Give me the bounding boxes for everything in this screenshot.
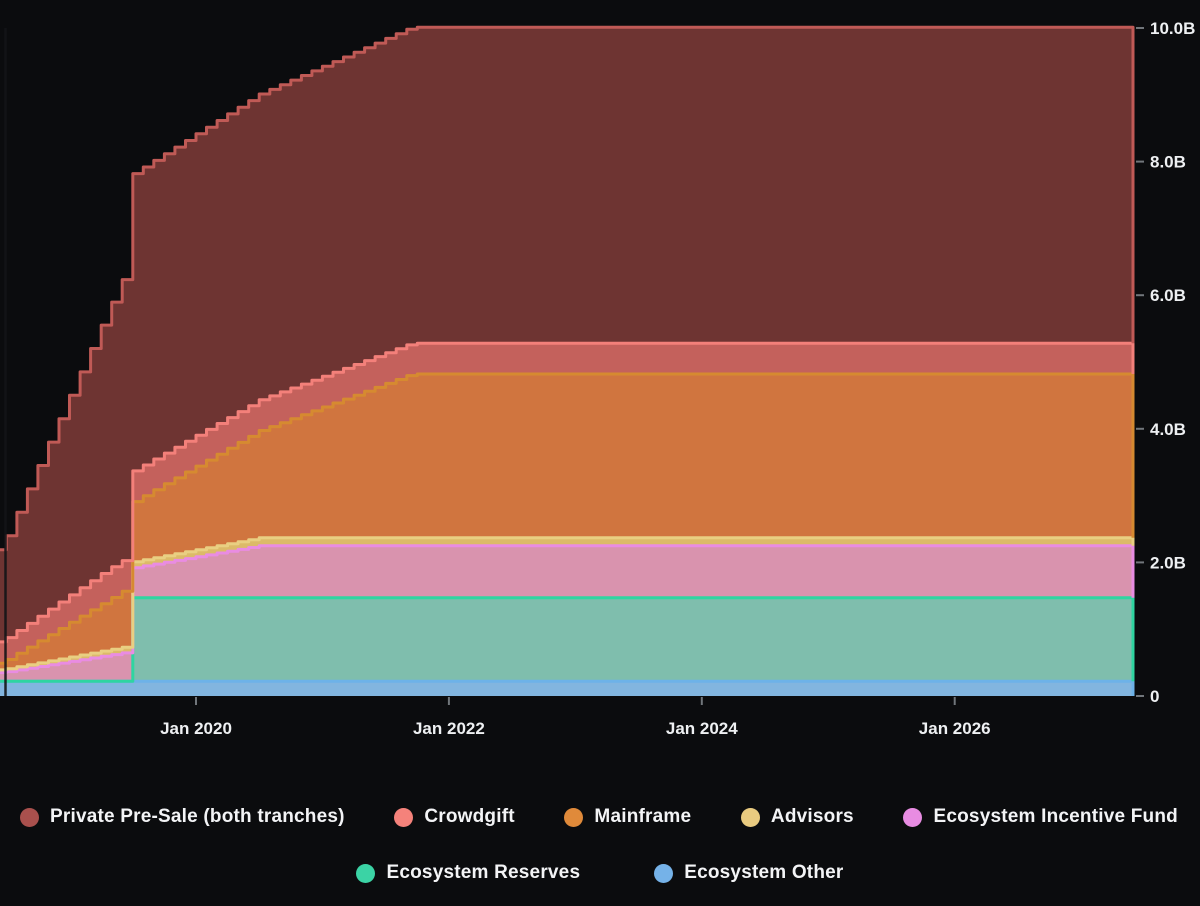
- x-tick-label: Jan 2022: [413, 719, 485, 738]
- chart-legend-row-1: Private Pre-Sale (both tranches) Crowdgif…: [0, 806, 1200, 828]
- legend-item-mainframe[interactable]: Mainframe: [564, 806, 691, 828]
- chart-legend-row-2: Ecosystem Reserves Ecosystem Other: [0, 862, 1200, 884]
- legend-item-eco_incentive[interactable]: Ecosystem Incentive Fund: [903, 806, 1178, 828]
- legend-label: Mainframe: [594, 806, 692, 827]
- legend-item-advisors[interactable]: Advisors: [740, 806, 854, 828]
- legend-item-private_presale[interactable]: Private Pre-Sale (both tranches): [20, 806, 345, 828]
- legend-swatch-advisors: [740, 807, 760, 827]
- area-band-eco_reserves: [0, 597, 1133, 682]
- area-line-eco_other: [0, 679, 1135, 696]
- y-tick-label: 2.0B: [1150, 553, 1186, 572]
- legend-item-crowdgift[interactable]: Crowdgift: [394, 806, 515, 828]
- x-tick-label: Jan 2020: [160, 719, 232, 738]
- legend-label: Crowdgift: [424, 806, 515, 827]
- area-line-private_presale: [0, 25, 1135, 552]
- x-tick-label: Jan 2024: [666, 719, 738, 738]
- area-band-private_presale: [0, 27, 1133, 642]
- legend-label: Ecosystem Incentive Fund: [933, 806, 1178, 827]
- area-line-advisors: [0, 536, 1135, 672]
- area-line-mainframe: [0, 372, 1135, 665]
- y-tick-label: 10.0B: [1150, 19, 1195, 38]
- legend-swatch-eco_incentive: [903, 807, 923, 827]
- y-tick-label: 4.0B: [1150, 420, 1186, 439]
- y-tick-label: 6.0B: [1150, 286, 1186, 305]
- legend-swatch-eco_other: [654, 863, 674, 883]
- legend-label: Ecosystem Reserves: [386, 862, 581, 883]
- y-tick-label: 0: [1150, 687, 1159, 706]
- area-line-eco_incentive: [0, 544, 1135, 675]
- legend-swatch-eco_reserves: [356, 863, 376, 883]
- area-line-eco_reserves: [0, 596, 1135, 683]
- area-band-eco_other: [0, 681, 1133, 696]
- legend-swatch-private_presale: [20, 807, 39, 827]
- area-band-mainframe: [0, 374, 1133, 670]
- legend-item-eco_other[interactable]: Ecosystem Other: [654, 862, 843, 884]
- x-tick-label: Jan 2026: [919, 719, 991, 738]
- legend-label: Ecosystem Other: [684, 862, 844, 883]
- area-band-eco_incentive: [0, 545, 1133, 682]
- token-emission-chart: 0 2.0B 4.0B 6.0B 8.0B 10.0B Jan 2020 Jan 2022 Ja…: [0, 0, 1200, 762]
- y-tick-label: 8.0B: [1150, 153, 1186, 172]
- legend-swatch-crowdgift: [394, 807, 414, 827]
- legend-label: Advisors: [770, 806, 854, 827]
- area-line-crowdgift: [0, 341, 1135, 644]
- stacked-area-plot[interactable]: 0 2.0B 4.0B 6.0B 8.0B 10.0B Jan 2020 Jan 2022 Ja…: [0, 0, 1200, 762]
- legend-swatch-mainframe: [564, 807, 584, 827]
- legend-label: Private Pre-Sale (both tranches): [50, 806, 345, 827]
- legend-item-eco_reserves[interactable]: Ecosystem Reserves: [356, 862, 580, 884]
